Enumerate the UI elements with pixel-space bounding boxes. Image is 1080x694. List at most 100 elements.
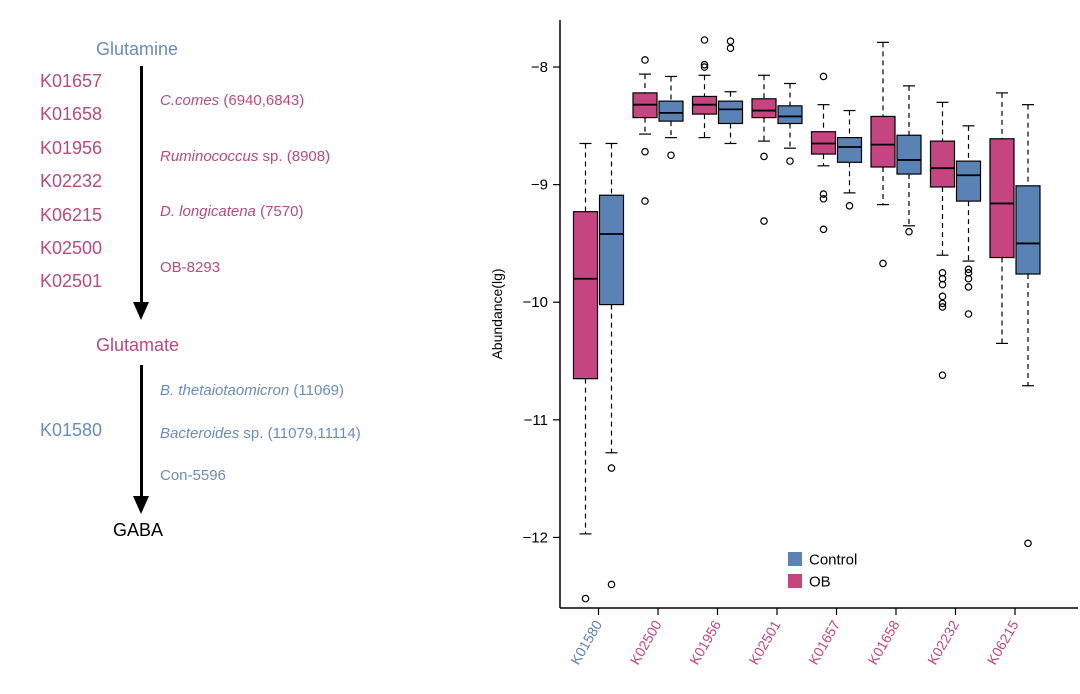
outlier-point [726,37,735,45]
organism-count: (11069) [293,382,345,399]
outlier-point [879,259,887,268]
node-gaba: GABA [113,520,164,540]
outlier-point [964,283,973,291]
organism-name: B. thetaiotaomicron [160,382,290,399]
y-axis-label: Abundance(lg) [489,268,505,359]
arrow-head-gaba [133,496,149,514]
ko-id: K02232 [40,171,103,192]
box-iqr [929,140,956,188]
outlier-point [938,371,947,379]
arrow-glutamate-to-gaba [140,365,143,497]
organism-count: (6940,6843) [223,92,305,109]
organism-label: C.comes (6940,6843) [160,92,304,109]
boxplot-svg: −8 −9 −10 −11 −12 Abundance(lg) K01580 K02500 K0… [489,20,1078,667]
organism-name: D. longicatena [160,203,256,220]
legend-label-ob: OB [809,574,831,591]
organism-name: C.comes [160,92,220,109]
outlier-point [760,152,768,161]
y-tick-label: −10 [523,294,548,311]
organism-name: Ruminococcus [160,147,259,165]
outlier-point [1024,539,1032,548]
outlier-point [964,265,973,274]
box-control-K01657 [836,109,863,210]
gaba-pathway-diagram: Glutamine Glutamate GABA K01657 K01658 K01… [0,0,500,689]
organism-suffix: sp. [243,424,264,442]
legend-swatch-ob [788,574,802,588]
outlier-point [964,274,973,283]
legend-label-control: Control [809,552,857,569]
organism-count: (11079,11114) [267,424,361,442]
ko-id: K02501 [40,271,103,292]
box-ob-K01658 [870,41,896,268]
box-iqr [598,194,625,306]
box-ob-K01956 [691,36,718,139]
outlier-point [786,157,794,165]
organism-label: Con-5596 [160,467,226,484]
organism-label: Bacteroides sp. (11079,11114) [160,425,361,442]
x-tick-label: K06215 [984,617,1022,667]
legend-swatch-control [788,552,802,566]
box-iqr [658,100,684,122]
ko-id: K06215 [40,204,103,225]
box-ob-K01657 [810,72,837,234]
box-control-K02232 [955,125,982,318]
outlier-point [819,225,828,234]
x-tick-label: K02500 [627,617,665,667]
box-ob-K06215 [989,92,1015,344]
box-control-K06215 [1015,104,1041,548]
box-control-K02500 [658,75,684,160]
outlier-point [905,227,913,236]
boxplot-chart: −8 −9 −10 −11 −12 Abundance(lg) K01580 K02500 K0… [480,0,1080,689]
outlier-point [607,580,616,589]
x-tick-label: K02501 [746,617,784,667]
ko-id: K01956 [40,137,103,158]
box-ob-K02500 [632,56,658,205]
box-iqr [836,137,863,163]
organism-suffix: sp. [262,147,283,165]
arrow-head-glutamate [133,302,149,320]
box-iqr [989,138,1015,259]
ko-id: K01657 [40,71,103,91]
outlier-point [964,310,973,318]
outlier-point [819,190,828,198]
x-tick-label: K01657 [805,617,843,667]
outlier-point [760,217,768,225]
y-tick-label: −8 [531,59,548,76]
box-iqr [1015,185,1041,275]
organism-label: Ruminococcus sp. (8908) [160,148,330,165]
outlier-point [938,292,947,301]
box-control-K01580 [598,142,625,589]
box-iqr [955,160,982,202]
ko-id: K01580 [40,420,103,440]
box-iqr [572,211,599,380]
legend: Control OB [788,552,857,591]
organism-count: OB-8293 [160,258,221,276]
outlier-point [581,594,590,603]
y-tick-label: −12 [523,529,548,546]
arrow-glutamine-to-glutamate [140,66,143,304]
ko-id: K01658 [40,104,103,125]
box-control-K01658 [896,85,922,236]
node-glutamine: Glutamine [96,39,179,59]
box-control-K01956 [717,37,744,145]
outlier-point [641,197,649,205]
outlier-point [607,464,616,472]
x-tick-label: K01658 [865,617,903,667]
outlier-point [819,194,828,203]
y-tick-label: −9 [531,177,548,194]
organism-label: OB-8293 [160,259,220,276]
box-iqr [717,100,744,125]
box-ob-K01580 [572,142,599,603]
x-tick-label: K01956 [686,617,724,667]
outlier-point [641,56,649,64]
outlier-point [819,72,828,81]
organism-count: (8908) [286,147,331,165]
outlier-point [667,151,675,160]
outlier-point [641,147,649,156]
box-iqr [751,98,777,119]
box-iqr [896,134,922,175]
ko-id: K02500 [40,238,103,258]
x-tick-label: K01580 [567,617,605,667]
organism-name: Bacteroides [160,424,240,442]
outlier-point [845,202,854,210]
